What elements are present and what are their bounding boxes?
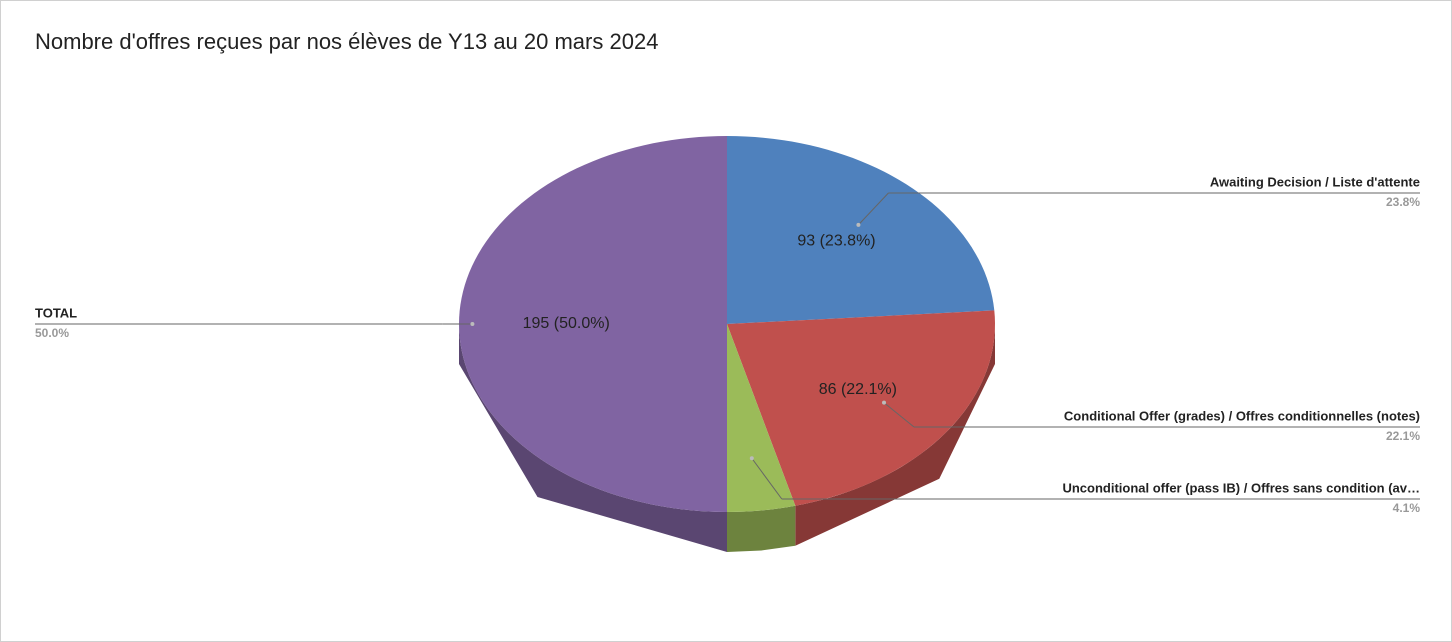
legend-label: Conditional Offer (grades) / Offres cond…	[1064, 408, 1420, 423]
value-label: 195 (50.0%)	[523, 315, 610, 332]
leader-line	[858, 192, 889, 226]
legend-label: Awaiting Decision / Liste d'attente	[1210, 174, 1420, 189]
slice-side	[459, 324, 727, 552]
slice	[727, 310, 995, 506]
leader-line	[883, 402, 915, 428]
legend-label: TOTAL	[35, 305, 77, 320]
slice	[459, 136, 727, 512]
leader-dot	[856, 222, 861, 227]
value-label: 86 (22.1%)	[819, 381, 897, 398]
leader-dot	[749, 456, 754, 461]
legend-percent: 50.0%	[35, 326, 69, 340]
chart-title: Nombre d'offres reçues par nos élèves de…	[35, 29, 658, 54]
leader-dot	[470, 322, 475, 326]
legend-percent: 23.8%	[1386, 195, 1420, 209]
slice	[727, 136, 995, 324]
legend-percent: 22.1%	[1386, 429, 1420, 443]
leader-line	[751, 457, 783, 500]
value-label: 93 (23.8%)	[797, 233, 875, 250]
slice-side	[727, 505, 796, 552]
legend-percent: 4.1%	[1393, 501, 1421, 515]
leader-dot	[882, 400, 887, 405]
slice-side	[795, 324, 995, 546]
legend-label: Unconditional offer (pass IB) / Offres s…	[1062, 480, 1420, 495]
slice	[727, 324, 796, 512]
